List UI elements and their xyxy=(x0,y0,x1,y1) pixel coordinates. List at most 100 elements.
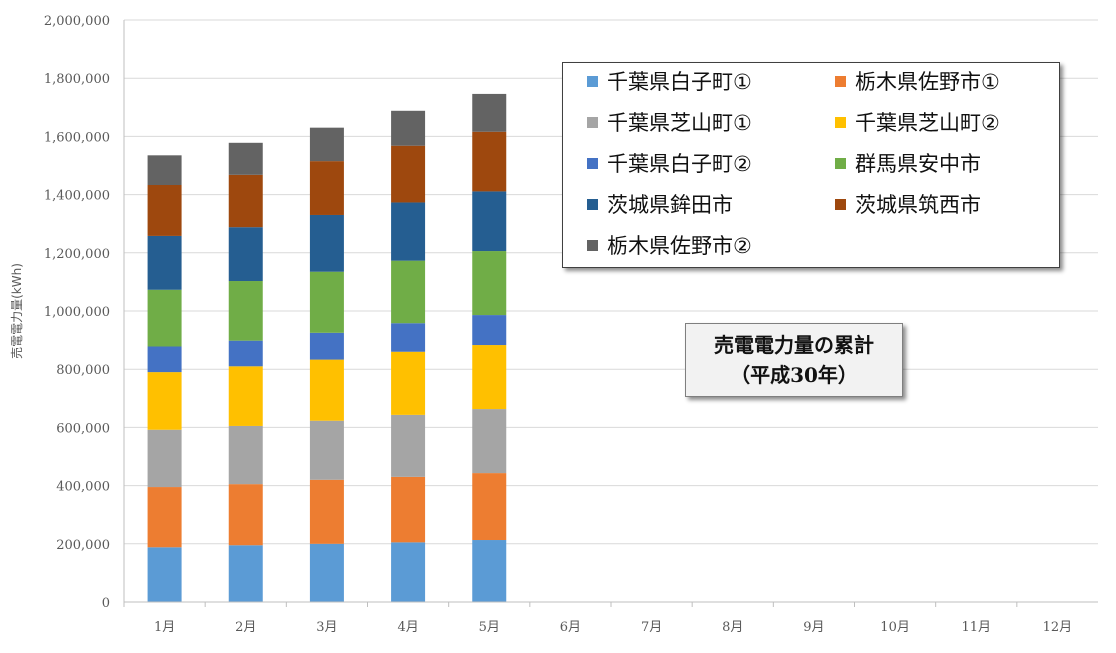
legend-swatch xyxy=(587,239,598,251)
y-tick-label: 1,000,000 xyxy=(44,305,110,320)
bar-segment xyxy=(309,271,344,333)
y-tick-label: 1,200,000 xyxy=(44,247,110,262)
legend-item: 千葉県芝山町② xyxy=(835,108,1000,138)
x-tick-label: 12月 xyxy=(1043,620,1073,635)
bar-segment xyxy=(391,476,426,543)
bars xyxy=(147,93,507,602)
bar-segment xyxy=(472,409,507,474)
x-axis-ticks: 1月 2月 3月 4月 5月 6月 7月 8月 9月 10月 11月 12月 xyxy=(123,602,1073,635)
x-tick-label: 10月 xyxy=(880,620,910,635)
legend-item: 茨城県筑西市 xyxy=(835,190,981,220)
y-tick-label: 400,000 xyxy=(56,480,110,495)
bar-segment xyxy=(228,281,263,341)
bar-segment xyxy=(228,366,263,426)
y-tick-label: 0 xyxy=(102,596,110,611)
x-tick-label: 6月 xyxy=(560,620,581,635)
legend-label: 千葉県芝山町① xyxy=(607,111,752,135)
x-tick-label: 4月 xyxy=(397,620,418,635)
legend-item: 千葉県芝山町① xyxy=(587,108,752,138)
y-axis-ticks: 0 200,000 400,000 600,000 800,000 1,000,000 1,… xyxy=(44,14,110,611)
bar-segment xyxy=(309,127,344,162)
bar-segment xyxy=(472,473,507,541)
bar-segment xyxy=(472,345,507,410)
legend-swatch xyxy=(587,198,598,210)
bar-segment xyxy=(391,202,426,261)
bar-segment xyxy=(472,191,507,252)
y-tick-label: 800,000 xyxy=(56,363,110,378)
legend-swatch xyxy=(835,116,846,128)
bar-segment xyxy=(472,540,507,602)
y-tick-label: 600,000 xyxy=(56,421,110,436)
y-tick-label: 1,600,000 xyxy=(44,130,110,145)
legend-swatch xyxy=(587,157,598,169)
legend-label: 栃木県佐野市② xyxy=(607,234,752,258)
legend: 千葉県白子町① 栃木県佐野市① 千葉県芝山町① 千葉県芝山町② 千葉県白子町② … xyxy=(562,62,1060,268)
legend-label: 茨城県筑西市 xyxy=(855,193,981,217)
legend-swatch xyxy=(835,157,846,169)
bar-segment xyxy=(472,315,507,346)
chart-title-box: 売電電力量の累計 （平成30年） xyxy=(685,323,903,397)
bar-segment xyxy=(147,289,182,347)
legend-item: 群馬県安中市 xyxy=(835,149,981,179)
bar-segment xyxy=(228,484,263,546)
chart-subtitle: （平成30年） xyxy=(730,363,858,387)
bar-segment xyxy=(391,542,426,602)
legend-item: 栃木県佐野市① xyxy=(835,67,1000,97)
bar-segment xyxy=(147,372,182,430)
legend-label: 茨城県鉾田市 xyxy=(607,193,733,217)
bar-segment xyxy=(391,323,426,352)
legend-item: 千葉県白子町② xyxy=(587,149,752,179)
bar-segment xyxy=(147,547,182,602)
x-tick-label: 9月 xyxy=(803,620,824,635)
x-tick-label: 2月 xyxy=(235,620,256,635)
y-tick-label: 2,000,000 xyxy=(44,14,110,29)
bar-segment xyxy=(309,420,344,480)
x-tick-label: 11月 xyxy=(961,620,991,635)
y-tick-label: 1,400,000 xyxy=(44,189,110,204)
bar-segment xyxy=(228,227,263,282)
bar-segment xyxy=(391,414,426,477)
x-tick-label: 8月 xyxy=(722,620,743,635)
bar-segment xyxy=(228,340,263,367)
legend-swatch xyxy=(835,75,846,87)
bar-segment xyxy=(147,184,182,236)
bar-segment xyxy=(472,131,507,192)
chart-title: 売電電力量の累計 xyxy=(714,333,874,357)
x-tick-label: 1月 xyxy=(154,620,175,635)
legend-label: 千葉県白子町② xyxy=(607,152,752,176)
legend-label: 群馬県安中市 xyxy=(855,152,981,176)
legend-label: 千葉県芝山町② xyxy=(855,111,1000,135)
bar-segment xyxy=(309,161,344,215)
x-tick-label: 3月 xyxy=(316,620,337,635)
x-tick-label: 5月 xyxy=(479,620,500,635)
bar-segment xyxy=(391,110,426,146)
bar-segment xyxy=(147,346,182,373)
bar-segment xyxy=(228,545,263,602)
bar-segment xyxy=(228,425,263,485)
bar-segment xyxy=(309,359,344,421)
legend-swatch xyxy=(587,116,598,128)
bar-segment xyxy=(228,174,263,228)
legend-item: 茨城県鉾田市 xyxy=(587,190,733,220)
y-tick-label: 1,800,000 xyxy=(44,72,110,87)
legend-label: 栃木県佐野市① xyxy=(855,70,1000,94)
bar-segment xyxy=(472,93,507,132)
bar-segment xyxy=(309,214,344,272)
bar-segment xyxy=(147,429,182,488)
legend-swatch xyxy=(835,198,846,210)
bar-segment xyxy=(391,351,426,415)
legend-item: 千葉県白子町① xyxy=(587,67,752,97)
bar-segment xyxy=(391,260,426,324)
legend-swatch xyxy=(587,75,598,87)
x-tick-label: 7月 xyxy=(641,620,662,635)
bar-segment xyxy=(228,142,263,175)
y-tick-label: 200,000 xyxy=(56,538,110,553)
bar-segment xyxy=(147,235,182,290)
bar-segment xyxy=(472,251,507,316)
legend-item: 栃木県佐野市② xyxy=(587,231,752,261)
bar-segment xyxy=(309,543,344,602)
bar-segment xyxy=(147,155,182,185)
legend-label: 千葉県白子町① xyxy=(607,70,752,94)
bar-segment xyxy=(147,487,182,548)
bar-segment xyxy=(391,145,426,203)
